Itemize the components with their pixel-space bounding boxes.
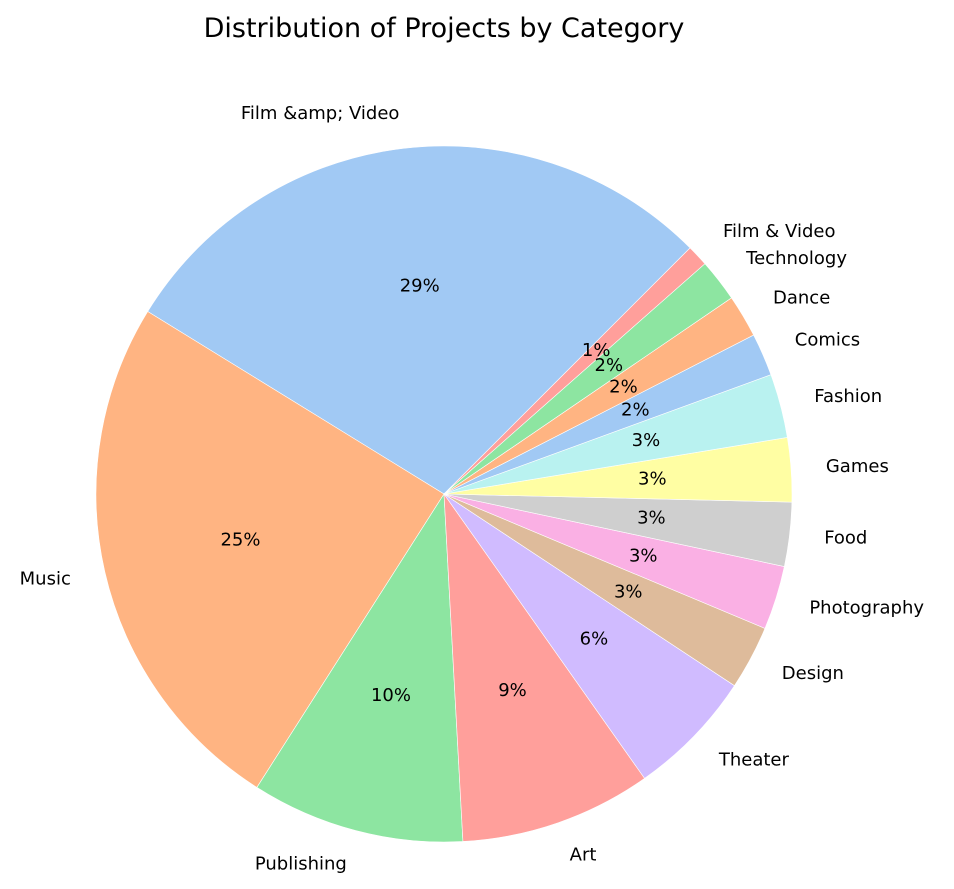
category-label: Technology <box>745 248 847 269</box>
percent-label: 9% <box>498 680 527 701</box>
category-label: Photography <box>809 597 924 618</box>
percent-label: 3% <box>629 545 658 566</box>
category-label: Publishing <box>255 853 347 874</box>
category-label: Film & Video <box>723 221 836 242</box>
category-label: Games <box>826 456 889 477</box>
pie-slice <box>443 493 735 779</box>
category-labels: Film &amp; Video Music Publishing Art Theate… <box>20 103 925 874</box>
category-label: Dance <box>773 287 830 308</box>
pie-slice <box>95 311 445 788</box>
category-label: Design <box>782 663 844 684</box>
percent-label: 6% <box>580 628 609 649</box>
category-label: Comics <box>795 330 860 351</box>
pie-slice <box>147 145 691 495</box>
percent-label: 29% <box>400 276 440 297</box>
percent-label: 3% <box>638 468 667 489</box>
percent-label: 3% <box>614 581 643 602</box>
percent-label: 2% <box>595 355 624 376</box>
category-label: Fashion <box>814 386 882 407</box>
chart-title: Distribution of Projects by Category <box>204 13 685 44</box>
percent-label: 3% <box>632 430 661 451</box>
percent-label: 2% <box>609 376 638 397</box>
percent-label: 25% <box>220 530 260 551</box>
pie-slice <box>256 493 464 843</box>
pie-slices <box>95 145 793 843</box>
pie-slice <box>443 492 646 842</box>
category-label: Theater <box>718 749 790 770</box>
category-label: Art <box>570 845 597 866</box>
category-label: Food <box>824 528 867 549</box>
category-label: Film &amp; Video <box>241 103 400 124</box>
percent-labels: 29%25%10% 9%6%3%3%3%3%3%2%2%2%1% <box>220 276 666 706</box>
percent-label: 3% <box>637 507 666 528</box>
percent-label: 2% <box>621 399 650 420</box>
pie-slice <box>443 247 706 495</box>
percent-label: 10% <box>371 685 411 706</box>
category-label: Music <box>20 569 71 590</box>
percent-label: 1% <box>582 340 611 361</box>
